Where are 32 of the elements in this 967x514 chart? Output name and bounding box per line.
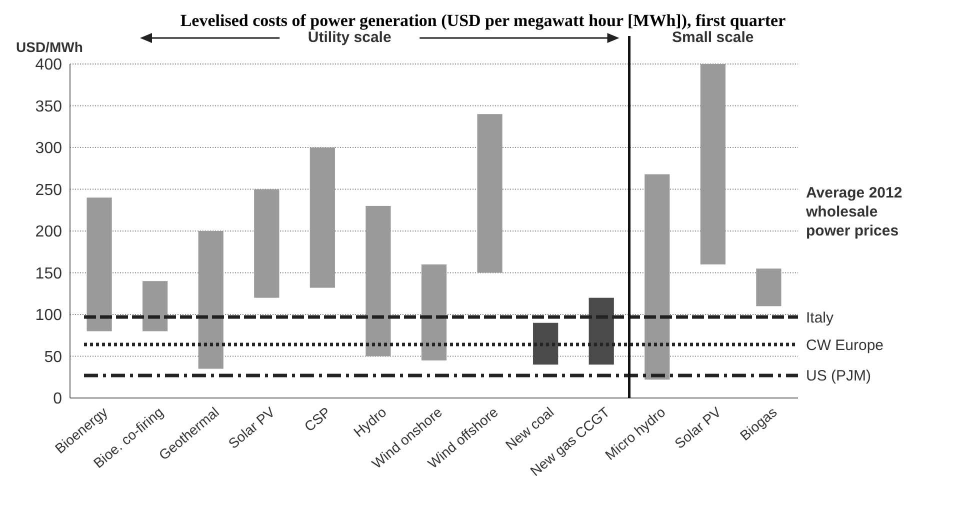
bar: [142, 281, 168, 332]
y-tick-label: 400: [35, 56, 62, 74]
ref-line-label: US (PJM): [806, 368, 871, 385]
bar: [421, 264, 447, 360]
chart-title: Levelised costs of power generation (USD per megawatt hour [MWh]), first quarter: [180, 11, 786, 30]
y-tick-label: 200: [35, 224, 62, 241]
y-tick-label: 50: [44, 348, 62, 366]
y-tick-label: 250: [35, 182, 62, 199]
text: Small scale: [672, 29, 754, 46]
y-tick-label: 150: [35, 265, 62, 282]
bar: [254, 189, 280, 298]
y-tick-label: 350: [35, 98, 62, 116]
y-tick-label: 100: [35, 307, 62, 324]
x-tick-label: CSP: [301, 404, 334, 435]
y-tick-label: 0: [53, 390, 62, 408]
y-axis-title: USD/MWh: [16, 39, 83, 55]
bar: [644, 174, 670, 380]
ref-line-label: CW Europe: [806, 336, 884, 354]
bar: [86, 198, 112, 332]
bar: [198, 231, 224, 369]
y-tick-label: 300: [35, 140, 62, 158]
text: Utility scale: [308, 29, 392, 46]
bar: [756, 268, 782, 306]
bar: [366, 206, 391, 356]
bar: [700, 64, 726, 264]
bar: [533, 322, 558, 365]
text: Average 2012 wholesale power prices: [805, 184, 902, 240]
ref-line-label: Italy: [806, 309, 834, 326]
bar: [310, 148, 335, 288]
x-tick-label: New coal: [502, 404, 557, 454]
bar: [588, 298, 614, 365]
bar: [477, 114, 502, 273]
